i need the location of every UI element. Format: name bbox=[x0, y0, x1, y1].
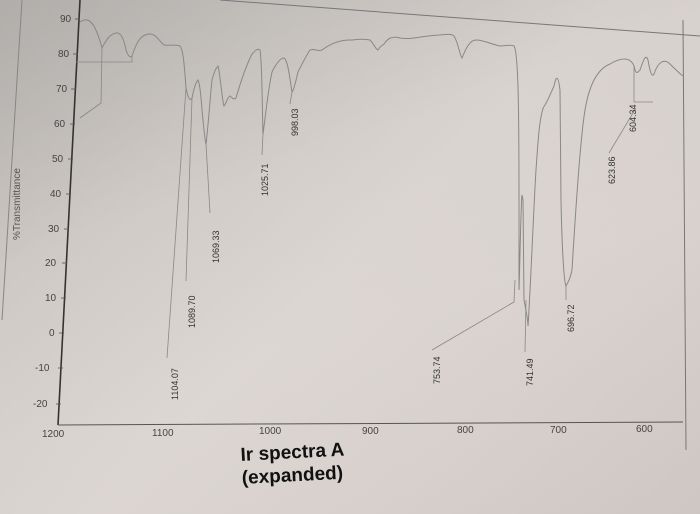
right-frame bbox=[682, 19, 687, 451]
y-tick-minus10: -10 bbox=[35, 363, 50, 374]
x-axis bbox=[57, 421, 684, 426]
peak-label-741: 741.49 bbox=[525, 358, 535, 386]
peak-label-1025: 1025.71 bbox=[260, 163, 270, 196]
leader-left-1 bbox=[79, 47, 103, 119]
y-tick-50: 50 bbox=[52, 154, 64, 165]
x-tick-1000: 1000 bbox=[259, 426, 282, 437]
peak-label-1069: 1069.33 bbox=[211, 230, 221, 263]
y-axis bbox=[57, 0, 81, 426]
y-tick-10: 10 bbox=[45, 293, 57, 304]
y-tick-30: 30 bbox=[48, 224, 60, 235]
x-tick-600: 600 bbox=[636, 424, 653, 435]
y-tick-40: 40 bbox=[50, 189, 62, 200]
peak-label-753: 753.74 bbox=[432, 356, 442, 384]
peak-label-696: 696.72 bbox=[566, 304, 576, 332]
leader-998 bbox=[289, 91, 293, 105]
leader-1089 bbox=[185, 97, 193, 282]
y-tick-0: 0 bbox=[49, 328, 55, 339]
leader-604 bbox=[633, 66, 653, 103]
x-tick-800: 800 bbox=[457, 425, 474, 436]
peak-label-604: 604.34 bbox=[628, 104, 638, 132]
y-tick-60: 60 bbox=[54, 119, 66, 130]
leader-741 bbox=[524, 299, 527, 353]
y-axis-label: %Transmittance bbox=[12, 168, 23, 240]
top-frame bbox=[219, 0, 700, 37]
y-tick-70: 70 bbox=[56, 84, 68, 95]
x-tick-1100: 1100 bbox=[152, 428, 174, 439]
peak-label-1089: 1089.70 bbox=[187, 295, 197, 328]
x-tick-1200: 1200 bbox=[42, 429, 65, 440]
leader-1025 bbox=[261, 133, 264, 156]
peak-label-998: 998.03 bbox=[290, 108, 300, 136]
chart-caption: Ir spectra A (expanded) bbox=[240, 439, 346, 490]
leader-1069 bbox=[205, 143, 211, 214]
page-left-edge bbox=[1, 0, 23, 321]
spectrum-line bbox=[79, 19, 684, 327]
leader-left-2 bbox=[76, 56, 133, 63]
x-tick-700: 700 bbox=[550, 425, 567, 436]
y-tick-labels: 90 80 70 60 50 40 30 20 10 0 -10 -20 bbox=[33, 14, 72, 410]
peak-labels: 1104.07 1089.70 1069.33 1025.71 998.03 7… bbox=[170, 104, 638, 400]
y-tick-90: 90 bbox=[60, 14, 72, 25]
y-tick-20: 20 bbox=[45, 258, 57, 269]
peak-leader-lines bbox=[76, 47, 653, 359]
peak-label-1104: 1104.07 bbox=[170, 368, 180, 400]
y-tick-80: 80 bbox=[58, 49, 70, 60]
y-tick-minus20: -20 bbox=[33, 399, 48, 410]
leader-753 bbox=[431, 279, 516, 351]
leader-1104 bbox=[166, 87, 187, 359]
x-tick-900: 900 bbox=[362, 426, 379, 437]
leader-623 bbox=[608, 107, 637, 154]
x-tick-labels: 1200 1100 1000 900 800 700 600 bbox=[42, 424, 653, 440]
peak-label-623: 623.86 bbox=[607, 156, 617, 184]
y-axis-ticks bbox=[56, 18, 80, 405]
